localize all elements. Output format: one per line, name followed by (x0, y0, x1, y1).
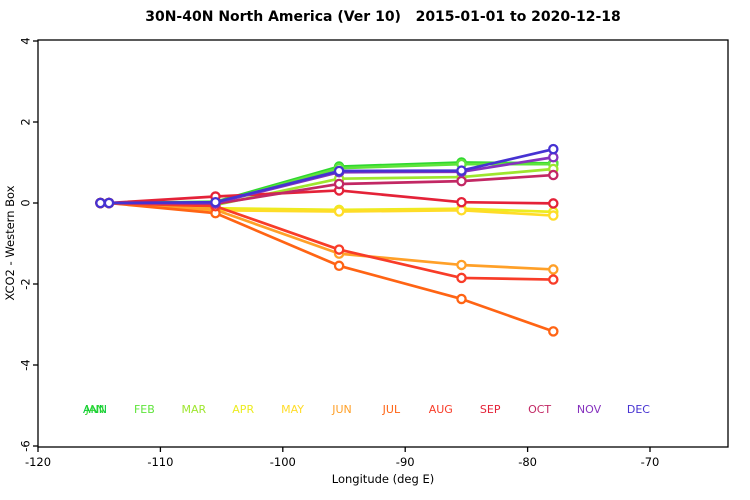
x-tick-label: -120 (25, 455, 51, 469)
x-axis-label: Longitude (deg E) (331, 472, 435, 486)
data-point-MAY (333, 206, 345, 217)
legend-label-NOV: NOV (577, 403, 602, 416)
y-tick-label: 0 (19, 199, 33, 206)
legend-label-DEC: DEC (627, 403, 650, 416)
legend-label-AUG: AUG (429, 403, 453, 416)
data-point-OCT (333, 178, 345, 190)
chart-title: 30N-40N North America (Ver 10) 2015-01-0… (145, 9, 621, 25)
x-tick-label: -110 (147, 455, 173, 469)
series-line-AUG (100, 201, 554, 281)
data-point-AUG (333, 244, 345, 255)
data-point-DEC (103, 197, 115, 209)
x-tick-label: -100 (270, 455, 296, 469)
data-point-DEC (210, 196, 221, 208)
data-point-DEC (548, 143, 559, 155)
y-tick-label: -6 (19, 440, 33, 451)
y-tick-label: 2 (19, 118, 33, 125)
legend-label-OCT: OCT (528, 403, 551, 416)
data-point-OCT (456, 175, 467, 187)
data-point-AUG (548, 274, 559, 285)
legend-label-MAR: MAR (181, 403, 206, 416)
data-point-OCT (548, 169, 559, 181)
y-tick-label: -2 (19, 278, 33, 289)
legend-label-SEP: SEP (480, 403, 501, 416)
y-tick-label: -4 (19, 359, 33, 370)
data-point-SEP (548, 198, 559, 209)
data-point-MAY (548, 210, 559, 221)
data-point-JUL (456, 293, 467, 305)
legend-label-JAN: JAN (85, 403, 105, 416)
data-point-JUN (456, 259, 467, 271)
legend-label-MAY: MAY (281, 403, 304, 416)
data-point-JUN (548, 264, 559, 275)
y-tick-label: 4 (19, 37, 33, 44)
x-tick-label: -90 (396, 455, 415, 469)
plot-box (37, 39, 729, 448)
legend-label-ANN: ANN (83, 403, 107, 416)
data-point-AUG (456, 272, 467, 284)
legend-label-JUL: JUL (382, 403, 401, 416)
data-point-JUL (548, 326, 559, 337)
legend-label-JUN: JUN (331, 403, 352, 416)
y-axis-label: XCO2 - Western Box (3, 185, 17, 301)
data-point-JUL (333, 260, 345, 272)
data-point-DEC (456, 165, 467, 176)
data-point-DEC (95, 197, 106, 209)
legend-label-FEB: FEB (134, 403, 155, 416)
data-point-SEP (456, 196, 467, 208)
x-tick-label: -70 (641, 455, 660, 469)
legend-label-APR: APR (232, 403, 254, 416)
x-tick-label: -80 (518, 455, 537, 469)
data-point-DEC (333, 165, 345, 177)
